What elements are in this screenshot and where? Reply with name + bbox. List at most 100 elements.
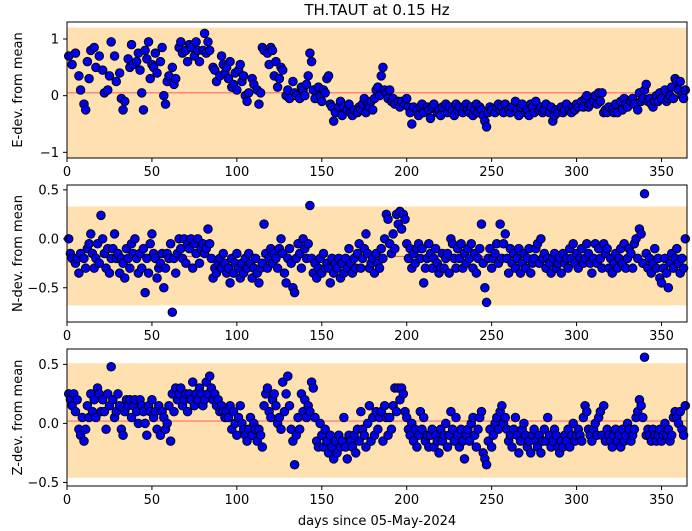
- x-tick-label: 150: [309, 165, 334, 180]
- data-point: [150, 48, 161, 58]
- data-point: [187, 263, 198, 273]
- data-point: [218, 248, 229, 259]
- data-point: [203, 224, 213, 234]
- data-point: [242, 436, 252, 446]
- data-point: [680, 400, 691, 411]
- data-point: [412, 442, 422, 452]
- data-point: [328, 116, 339, 126]
- x-tick-label: 150: [309, 493, 334, 508]
- data-point: [135, 65, 145, 75]
- panel-2: 0 50 100 150 200 250 300 350 −0.5 0.0 0.5 N-dev. fr…: [11, 183, 691, 344]
- data-point: [203, 37, 213, 47]
- data-point: [296, 263, 307, 273]
- data-point: [384, 85, 395, 95]
- data-point: [272, 82, 283, 92]
- data-point: [456, 238, 466, 249]
- y-tick-label: −0.5: [27, 476, 59, 491]
- data-point: [565, 442, 575, 452]
- data-point: [70, 48, 81, 58]
- y-tick-label: 0.5: [38, 183, 59, 198]
- x-tick-label: 0: [63, 165, 71, 180]
- data-point: [152, 273, 162, 283]
- x-axis-label: days since 05-May-2024: [298, 514, 456, 529]
- data-point: [305, 200, 315, 211]
- data-point: [490, 248, 500, 259]
- data-point: [441, 418, 451, 429]
- data-point: [300, 90, 310, 101]
- data-point: [276, 234, 286, 244]
- y-tick-label: 1: [51, 33, 59, 48]
- x-tick-label: 250: [479, 165, 504, 180]
- data-point: [191, 37, 201, 47]
- data-point: [232, 248, 242, 259]
- data-point: [281, 389, 291, 399]
- data-point: [72, 395, 82, 405]
- data-point: [255, 430, 266, 440]
- data-point: [103, 389, 113, 399]
- data-point: [451, 412, 461, 423]
- data-point: [383, 214, 393, 224]
- data-point: [194, 56, 205, 67]
- data-point: [318, 248, 329, 259]
- y-tick-label: −1: [40, 146, 59, 161]
- data-point: [376, 71, 386, 81]
- data-point: [271, 400, 281, 411]
- data-point: [244, 88, 254, 98]
- data-point: [80, 263, 91, 273]
- axes-frame: [66, 348, 688, 487]
- data-point: [97, 65, 108, 75]
- data-point: [281, 278, 291, 288]
- data-point: [235, 400, 246, 411]
- data-point: [84, 73, 94, 84]
- x-tick-label: 50: [144, 493, 161, 508]
- data-point: [118, 105, 128, 115]
- data-point: [529, 424, 539, 435]
- data-point: [656, 278, 667, 288]
- data-point: [391, 406, 402, 417]
- data-point: [164, 400, 174, 411]
- data-point: [442, 248, 453, 259]
- data-point: [661, 268, 672, 278]
- data-point: [289, 287, 300, 298]
- data-point: [160, 99, 171, 109]
- data-point: [99, 406, 110, 417]
- data-point: [82, 56, 93, 67]
- data-point: [597, 88, 607, 98]
- data-point: [368, 105, 378, 115]
- x-tick-label: 250: [479, 329, 504, 344]
- data-point: [109, 229, 120, 239]
- data-point: [442, 442, 453, 452]
- data-point: [235, 59, 246, 70]
- data-point: [274, 73, 285, 84]
- data-point: [678, 430, 689, 440]
- data-point: [303, 238, 313, 249]
- data-point: [459, 454, 470, 464]
- data-point: [167, 307, 178, 317]
- data-point: [271, 253, 281, 264]
- data-point: [136, 263, 147, 273]
- data-point: [568, 238, 578, 249]
- x-tick-label: 350: [649, 329, 674, 344]
- data-point: [379, 400, 390, 411]
- data-point: [103, 85, 113, 95]
- data-point: [356, 406, 366, 417]
- y-tick-label: 0.5: [38, 358, 59, 373]
- data-point: [666, 430, 677, 440]
- data-point: [109, 51, 120, 61]
- data-point: [94, 51, 105, 61]
- data-point: [317, 96, 327, 107]
- data-point: [125, 263, 135, 273]
- data-point: [500, 412, 510, 423]
- data-point: [82, 400, 93, 411]
- data-point: [374, 263, 385, 273]
- data-point: [244, 248, 254, 259]
- data-point: [303, 71, 313, 81]
- data-point: [113, 389, 123, 399]
- data-point: [187, 377, 198, 387]
- data-point: [89, 42, 99, 53]
- data-point: [259, 400, 269, 411]
- data-point: [323, 71, 334, 81]
- data-point: [582, 238, 592, 249]
- data-point: [536, 234, 546, 244]
- data-point: [481, 122, 492, 132]
